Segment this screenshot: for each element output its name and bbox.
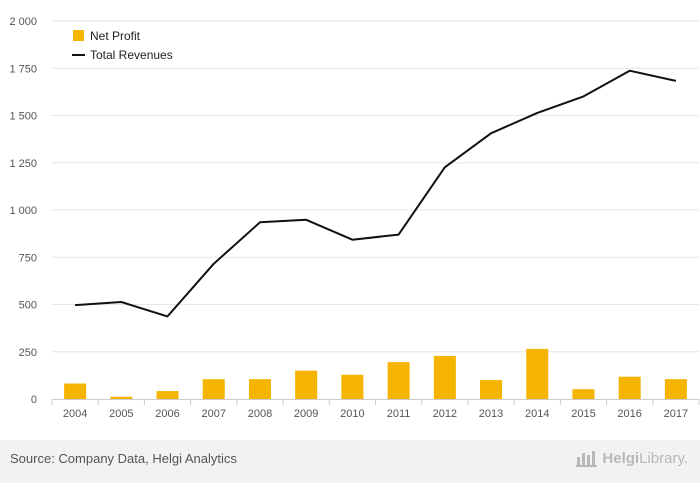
bar-net-profit-2004[interactable] [64, 383, 87, 399]
x-tick-label: 2014 [525, 408, 549, 420]
y-tick-label: 0 [31, 394, 37, 406]
x-tick-label: 2015 [571, 408, 595, 420]
helgi-library-logo-icon [576, 451, 598, 467]
y-tick-label: 1 000 [9, 205, 37, 217]
bar-net-profit-2015[interactable] [572, 389, 595, 399]
x-axis: 2004 2005 2006 2007 2008 2009 2010 2011 2012 2013… [51, 399, 700, 420]
bar-net-profit-2014[interactable] [526, 348, 549, 399]
bar-net-profit-2006[interactable] [156, 391, 179, 399]
x-tick-label: 2013 [479, 408, 503, 420]
x-tick-label: 2016 [617, 408, 641, 420]
y-tick-label: 1 500 [9, 111, 37, 123]
gridlines [52, 20, 699, 353]
y-tick-label: 1 750 [9, 63, 37, 75]
line-total-revenues[interactable] [75, 69, 677, 318]
bar-net-profit-2010[interactable] [341, 374, 364, 399]
legend-label-net-profit[interactable]: Net Profit [90, 29, 141, 43]
x-tick-label: 2011 [387, 408, 411, 420]
y-tick-label: 2 000 [9, 16, 37, 28]
legend: Net Profit Total Revenues [72, 29, 173, 62]
bar-net-profit-2005[interactable] [110, 396, 133, 399]
combo-chart: 0 250 500 750 1 000 1 250 1 500 1 750 2 000 2004… [9, 16, 700, 420]
legend-swatch-net-profit [73, 30, 84, 41]
legend-label-total-revenues[interactable]: Total Revenues [90, 48, 173, 62]
bar-net-profit-2009[interactable] [295, 370, 318, 399]
bar-net-profit-2012[interactable] [433, 355, 456, 399]
x-tick-label: 2007 [202, 408, 226, 420]
source-note: Source: Company Data, Helgi Analytics [10, 451, 237, 466]
bar-net-profit-2016[interactable] [618, 376, 641, 399]
x-tick-label: 2005 [109, 408, 133, 420]
x-tick-label: 2012 [433, 408, 457, 420]
bar-net-profit-2013[interactable] [480, 380, 503, 399]
y-tick-label: 1 250 [9, 158, 37, 170]
x-tick-label: 2010 [340, 408, 364, 420]
x-tick-label: 2006 [155, 408, 179, 420]
bar-net-profit-2011[interactable] [387, 362, 410, 399]
bar-net-profit-2007[interactable] [202, 379, 225, 399]
bar-net-profit-2017[interactable] [664, 379, 687, 399]
brand[interactable]: HelgiLibrary. [576, 449, 688, 467]
x-tick-label: 2008 [248, 408, 272, 420]
y-tick-label: 750 [19, 252, 37, 264]
bar-net-profit-2008[interactable] [248, 379, 271, 399]
x-tick-label: 2017 [664, 408, 688, 420]
brand-name-rest: Library. [639, 449, 688, 467]
y-axis: 0 250 500 750 1 000 1 250 1 500 1 750 2 000 [9, 16, 37, 406]
net-profit-bars [64, 348, 687, 399]
brand-name-bold: Helgi [602, 449, 640, 467]
x-tick-label: 2009 [294, 408, 318, 420]
total-revenues-line [75, 69, 677, 318]
y-tick-label: 500 [19, 300, 37, 312]
footer: Source: Company Data, Helgi Analytics He… [0, 440, 700, 483]
y-tick-label: 250 [19, 347, 37, 359]
x-tick-label: 2004 [63, 408, 87, 420]
